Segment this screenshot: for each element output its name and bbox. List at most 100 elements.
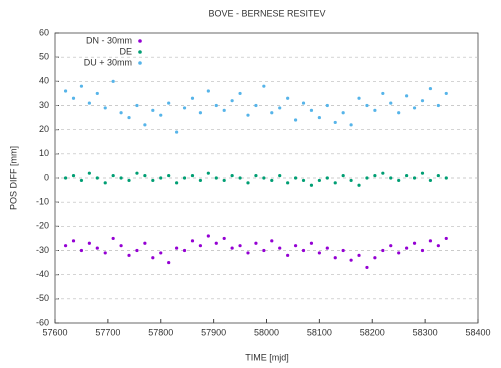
legend-label: DN - 30mm bbox=[86, 35, 132, 45]
point bbox=[159, 113, 163, 117]
point bbox=[397, 111, 401, 115]
point bbox=[397, 251, 401, 255]
point bbox=[341, 173, 345, 178]
x-tick-label: 58400 bbox=[465, 327, 490, 337]
point bbox=[270, 239, 274, 243]
point bbox=[135, 248, 139, 253]
point bbox=[357, 96, 361, 100]
point bbox=[254, 241, 258, 245]
point bbox=[381, 91, 385, 96]
point bbox=[270, 178, 274, 183]
point bbox=[405, 173, 409, 178]
point bbox=[119, 111, 123, 115]
point bbox=[167, 173, 171, 178]
point bbox=[79, 84, 84, 88]
point bbox=[238, 244, 242, 248]
point bbox=[412, 241, 417, 245]
point bbox=[420, 99, 425, 103]
point bbox=[293, 118, 298, 122]
y-tick-label: 0 bbox=[44, 172, 49, 182]
point bbox=[190, 239, 195, 243]
x-tick-label: 58300 bbox=[413, 327, 438, 337]
point bbox=[262, 248, 266, 253]
legend-marker bbox=[138, 50, 142, 54]
point bbox=[79, 178, 84, 183]
point bbox=[175, 246, 179, 250]
point bbox=[405, 246, 409, 250]
point bbox=[286, 181, 290, 185]
y-tick-label: -30 bbox=[36, 245, 49, 255]
point bbox=[317, 178, 321, 183]
point bbox=[309, 108, 314, 112]
point bbox=[381, 248, 385, 253]
point bbox=[373, 256, 377, 260]
point bbox=[111, 236, 115, 241]
point bbox=[278, 106, 282, 110]
point bbox=[444, 236, 448, 241]
point bbox=[333, 181, 337, 185]
point bbox=[341, 111, 345, 115]
point bbox=[95, 91, 99, 96]
point bbox=[214, 103, 218, 108]
point bbox=[365, 176, 369, 180]
legend-marker bbox=[138, 61, 142, 65]
point bbox=[87, 171, 91, 175]
point bbox=[198, 111, 203, 115]
point bbox=[159, 251, 163, 255]
y-tick-label: 40 bbox=[39, 76, 49, 86]
point bbox=[182, 248, 187, 253]
x-tick-label: 58100 bbox=[307, 327, 332, 337]
point bbox=[301, 248, 306, 253]
y-tick-label: 60 bbox=[39, 27, 49, 37]
x-tick-label: 57700 bbox=[95, 327, 120, 337]
point bbox=[309, 241, 314, 245]
point bbox=[71, 173, 76, 178]
point bbox=[111, 79, 115, 83]
point bbox=[63, 176, 68, 180]
point bbox=[206, 89, 210, 93]
point bbox=[151, 178, 155, 183]
point bbox=[159, 176, 163, 180]
point bbox=[87, 241, 91, 245]
point bbox=[190, 173, 195, 178]
point bbox=[278, 246, 282, 250]
point bbox=[405, 94, 409, 98]
point bbox=[373, 173, 377, 178]
point bbox=[317, 251, 321, 255]
point bbox=[389, 176, 393, 180]
point bbox=[270, 111, 274, 115]
x-axis-label: TIME [mjd] bbox=[245, 352, 289, 362]
point bbox=[167, 260, 171, 265]
point bbox=[95, 246, 99, 250]
point bbox=[420, 248, 425, 253]
point bbox=[349, 178, 353, 183]
point bbox=[143, 173, 147, 178]
point bbox=[238, 91, 242, 96]
point bbox=[349, 258, 353, 262]
x-tick-label: 58200 bbox=[360, 327, 385, 337]
point bbox=[325, 176, 329, 180]
point bbox=[87, 101, 91, 105]
point bbox=[301, 178, 306, 183]
point bbox=[436, 103, 440, 108]
point bbox=[246, 181, 250, 185]
point bbox=[111, 173, 115, 178]
point bbox=[381, 171, 385, 175]
point bbox=[254, 103, 258, 108]
point bbox=[357, 253, 361, 257]
point bbox=[293, 244, 298, 248]
point bbox=[428, 178, 433, 183]
point bbox=[63, 89, 68, 93]
point bbox=[333, 256, 337, 260]
x-tick-label: 57800 bbox=[148, 327, 173, 337]
x-tick-label: 57600 bbox=[42, 327, 67, 337]
y-tick-label: -60 bbox=[36, 317, 49, 327]
x-tick-label: 58000 bbox=[254, 327, 279, 337]
legend-label: DE bbox=[119, 46, 132, 56]
point bbox=[365, 265, 369, 270]
point bbox=[206, 234, 210, 238]
point bbox=[278, 173, 282, 178]
point bbox=[230, 173, 234, 178]
point bbox=[71, 96, 76, 100]
